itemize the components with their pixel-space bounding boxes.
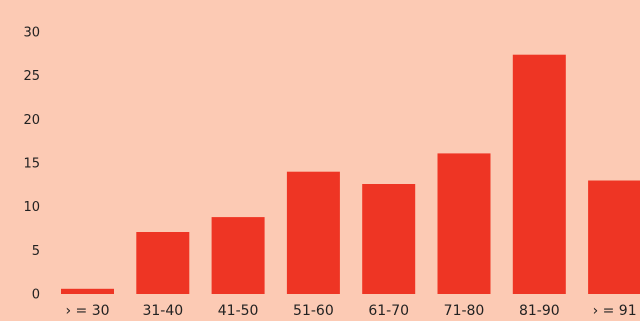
y-tick-label: 5 [32,244,40,259]
x-tick-label: 41-50 [218,303,259,319]
y-tick-label: 30 [23,26,40,41]
bar [61,288,114,294]
bar [437,153,491,294]
y-axis: 0 5 10 15 20 25 30 [23,26,40,303]
bar-series [61,54,640,295]
bar [286,171,340,294]
y-tick-label: 10 [23,200,40,215]
x-axis: › = 30 31-40 41-50 51-60 61-70 71-80 81-90 › = … [65,303,636,319]
x-tick-label: › = 30 [65,303,109,319]
y-tick-label: 0 [32,288,40,303]
bar [588,180,640,294]
bar [211,217,265,294]
x-tick-label: 81-90 [519,303,560,319]
y-tick-label: 20 [23,113,40,128]
bar [136,232,190,294]
bar [512,54,566,295]
bar [362,184,416,294]
y-tick-label: 15 [23,157,40,172]
x-tick-label: 71-80 [444,303,485,319]
x-tick-label: 61-70 [368,303,409,319]
y-tick-label: 25 [23,69,40,84]
x-tick-label: 51-60 [293,303,334,319]
x-tick-label: 31-40 [142,303,183,319]
x-tick-label: › = 91 [593,303,637,319]
